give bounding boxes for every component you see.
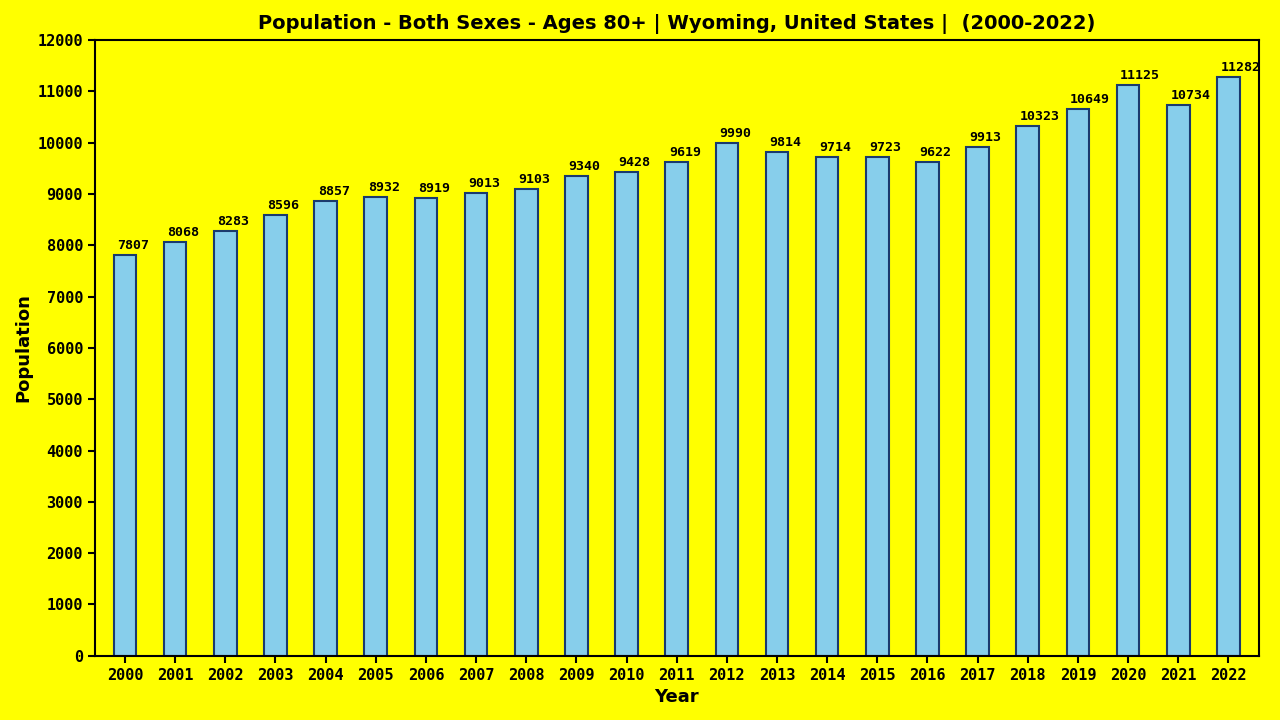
Bar	[815, 157, 838, 656]
Bar	[515, 189, 538, 656]
Y-axis label: Population: Population	[14, 294, 32, 402]
Text: 9013: 9013	[468, 177, 500, 190]
Text: 11282: 11282	[1221, 60, 1261, 73]
Title: Population - Both Sexes - Ages 80+ | Wyoming, United States |  (2000-2022): Population - Both Sexes - Ages 80+ | Wyo…	[259, 14, 1096, 34]
Text: 9723: 9723	[869, 140, 901, 154]
Text: 11125: 11125	[1120, 69, 1160, 82]
Bar	[765, 152, 788, 656]
Bar	[164, 242, 187, 656]
Bar	[214, 230, 237, 656]
Text: 9714: 9714	[819, 141, 851, 154]
Bar	[1117, 85, 1139, 656]
Text: 9990: 9990	[719, 127, 751, 140]
X-axis label: Year: Year	[654, 688, 699, 706]
Text: 9619: 9619	[668, 146, 700, 159]
Text: 9103: 9103	[518, 173, 550, 186]
Bar	[315, 202, 337, 656]
Text: 8283: 8283	[218, 215, 250, 228]
Text: 8068: 8068	[168, 225, 200, 239]
Bar	[867, 157, 888, 656]
Text: 8919: 8919	[419, 182, 451, 195]
Bar	[415, 198, 438, 656]
Bar	[616, 172, 637, 656]
Bar	[1217, 77, 1240, 656]
Text: 9622: 9622	[919, 146, 951, 159]
Bar	[465, 193, 488, 656]
Text: 8596: 8596	[268, 199, 300, 212]
Bar	[1016, 126, 1039, 656]
Bar	[264, 215, 287, 656]
Bar	[365, 197, 387, 656]
Bar	[1066, 109, 1089, 656]
Text: 10649: 10649	[1070, 94, 1110, 107]
Bar	[564, 176, 588, 656]
Text: 9340: 9340	[568, 161, 600, 174]
Bar	[916, 162, 938, 656]
Bar	[966, 147, 989, 656]
Text: 9428: 9428	[618, 156, 650, 169]
Text: 9814: 9814	[769, 136, 801, 149]
Bar	[114, 255, 136, 656]
Bar	[666, 162, 687, 656]
Text: 10323: 10323	[1020, 110, 1060, 123]
Bar	[716, 143, 739, 656]
Text: 8857: 8857	[317, 185, 349, 198]
Text: 9913: 9913	[970, 131, 1002, 144]
Bar	[1167, 105, 1189, 656]
Text: 7807: 7807	[116, 239, 148, 252]
Text: 10734: 10734	[1170, 89, 1211, 102]
Text: 8932: 8932	[367, 181, 399, 194]
